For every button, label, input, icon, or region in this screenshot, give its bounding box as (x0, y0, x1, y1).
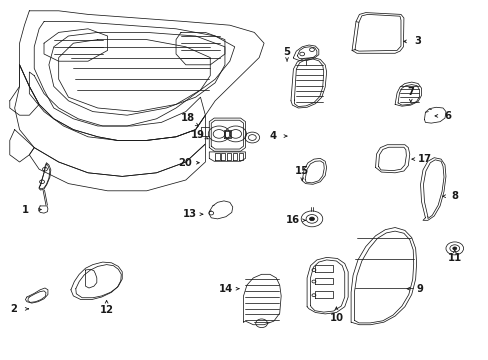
Text: 4: 4 (269, 131, 276, 141)
Text: 1: 1 (22, 204, 29, 215)
Circle shape (452, 247, 456, 250)
Text: 8: 8 (450, 191, 457, 201)
Text: 13: 13 (183, 209, 196, 219)
Text: 7: 7 (407, 87, 413, 97)
Text: 2: 2 (10, 304, 17, 314)
Text: 18: 18 (181, 113, 195, 123)
Text: 19: 19 (191, 130, 204, 140)
Text: 20: 20 (178, 158, 191, 168)
Text: 11: 11 (447, 253, 461, 264)
Circle shape (309, 217, 314, 221)
Text: 15: 15 (295, 166, 308, 176)
Text: 5: 5 (283, 47, 290, 57)
Text: 10: 10 (329, 312, 343, 323)
Text: 16: 16 (285, 215, 299, 225)
Text: 14: 14 (218, 284, 233, 294)
Text: 12: 12 (100, 305, 113, 315)
Text: 9: 9 (415, 284, 422, 294)
Text: 17: 17 (417, 154, 430, 164)
Text: 3: 3 (414, 36, 421, 46)
Text: 6: 6 (443, 111, 450, 121)
